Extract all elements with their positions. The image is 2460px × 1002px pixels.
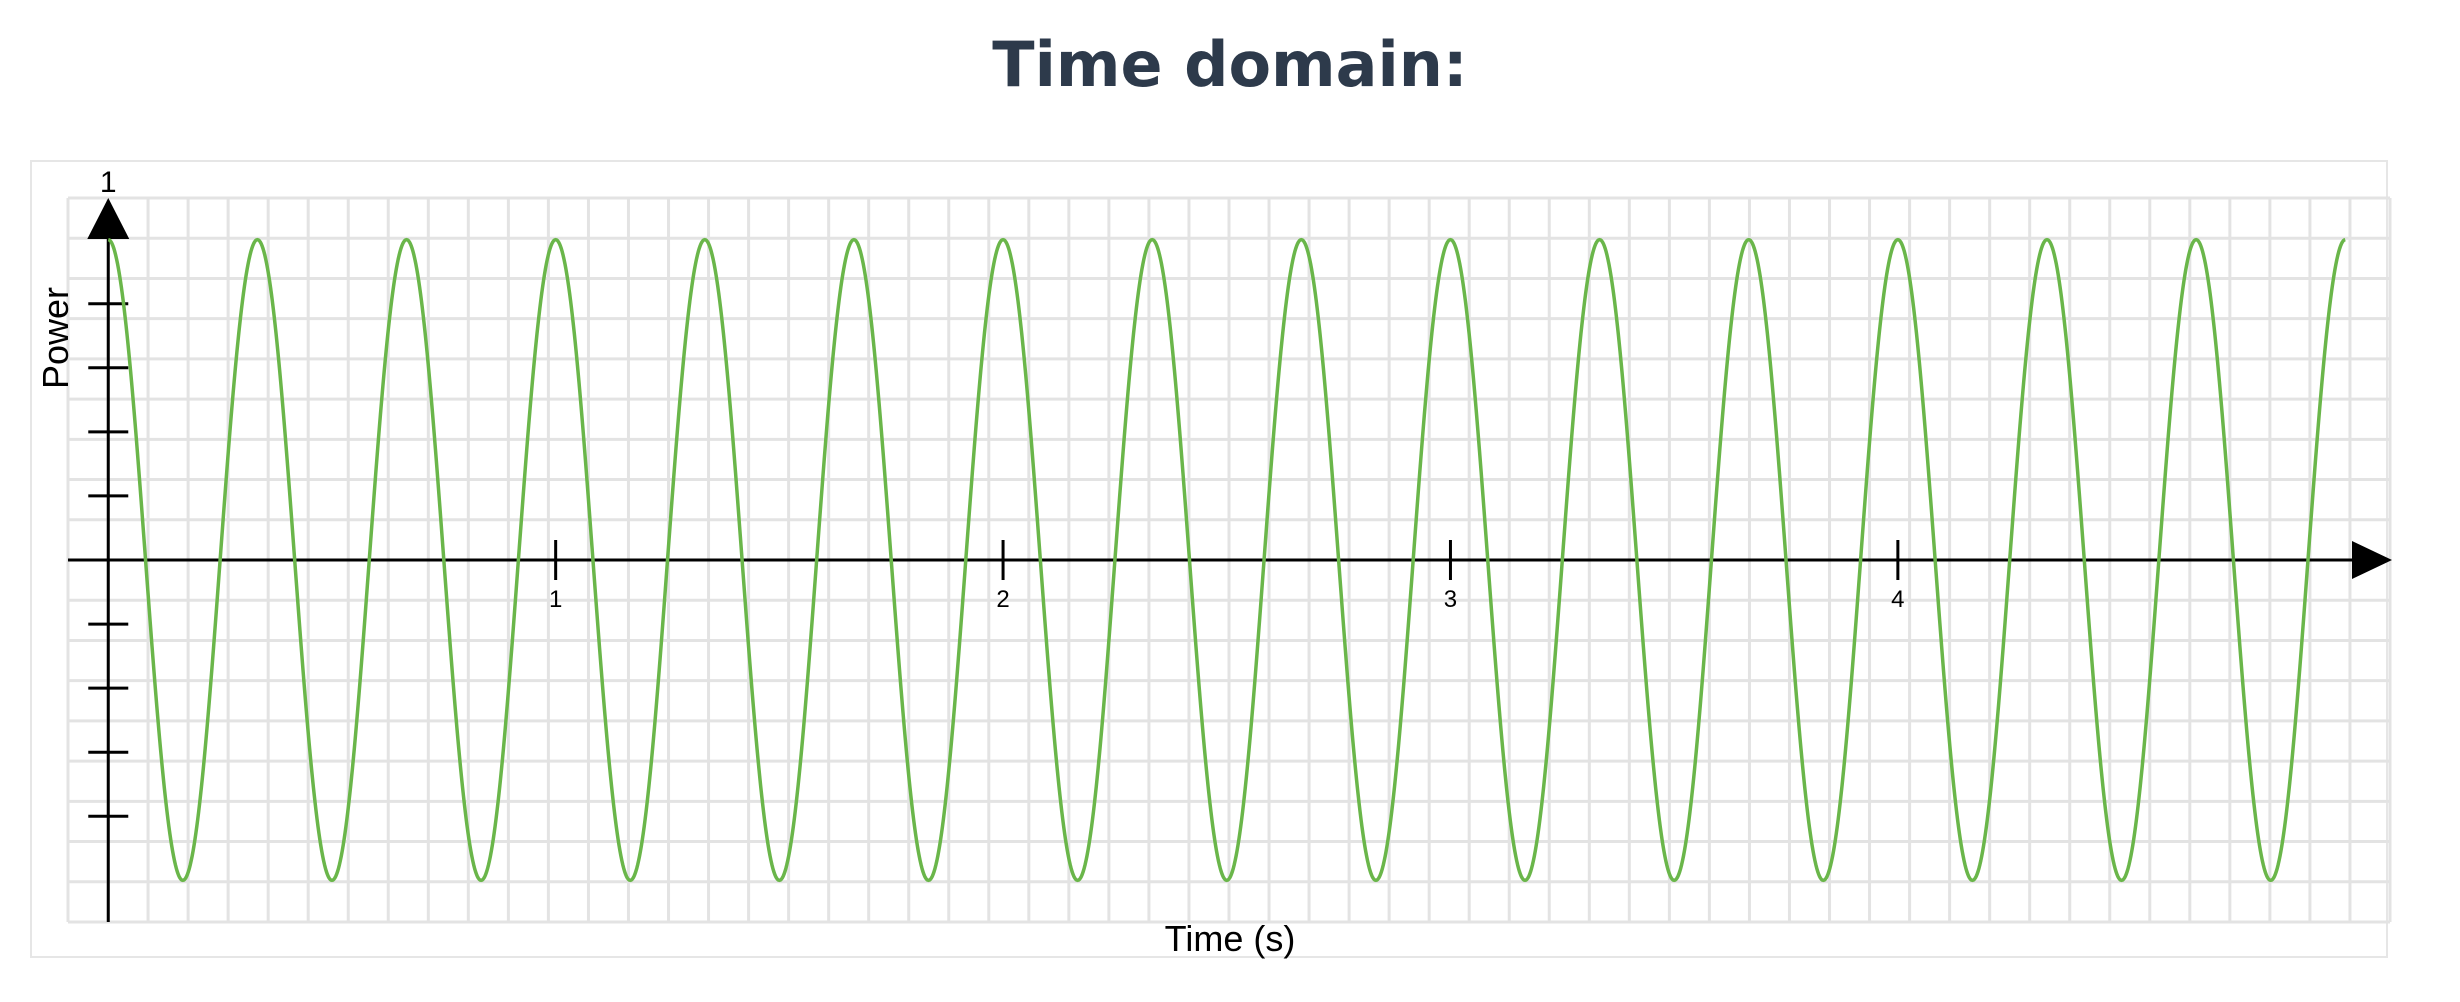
y-axis-top-label: 1	[100, 166, 117, 199]
tick-marks: 1 2 3 4	[88, 302, 1905, 818]
x-tick-label: 3	[1444, 586, 1457, 613]
x-tick-label: 1	[549, 586, 562, 613]
x-tick-label: 4	[1891, 586, 1904, 613]
series-line	[107, 237, 2347, 883]
x-axis-label: Time (s)	[1165, 918, 1296, 959]
axes	[68, 198, 2392, 922]
y-axis-label: Power	[35, 287, 76, 389]
series-layer	[107, 237, 2347, 883]
y-axis-arrow-icon	[87, 198, 130, 239]
page-title: Time domain:	[992, 28, 1468, 101]
x-axis-arrow-icon	[2352, 541, 2392, 579]
x-tick-label: 2	[996, 586, 1009, 613]
